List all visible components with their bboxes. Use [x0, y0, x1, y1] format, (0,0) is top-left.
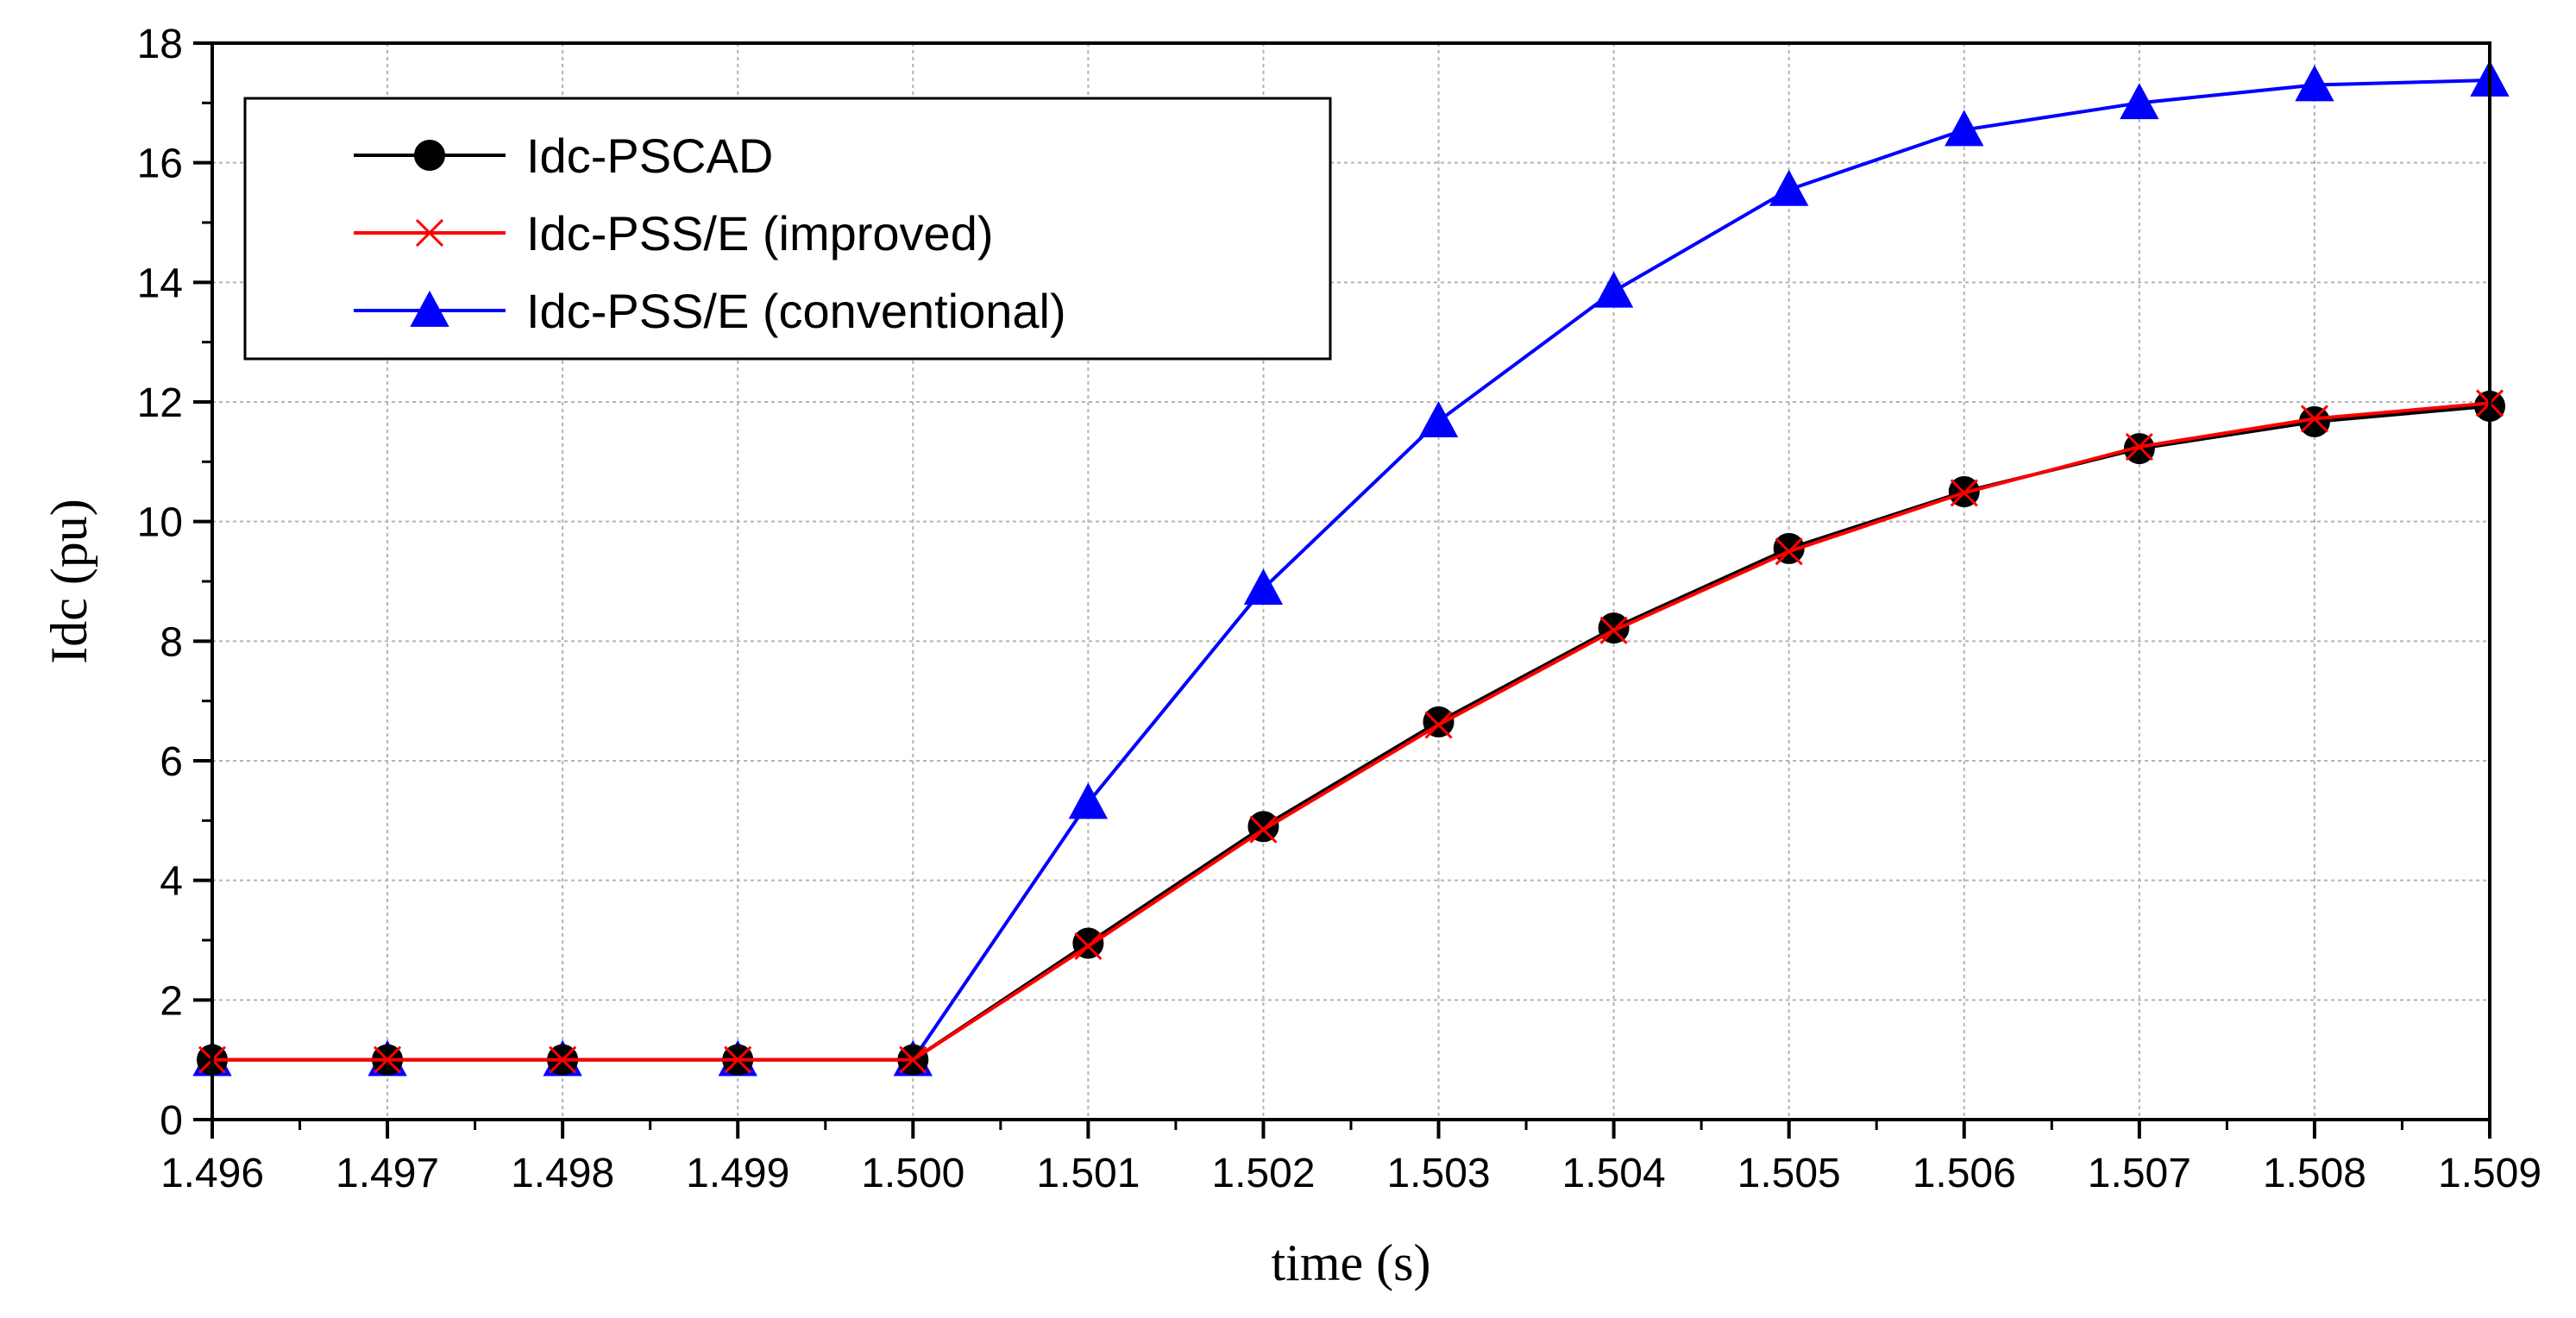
y-tick-label: 18 — [137, 22, 183, 67]
legend-label: Idc-PSS/E (conventional) — [526, 284, 1066, 338]
x-tick-label: 1.500 — [861, 1151, 964, 1196]
x-tick-label: 1.504 — [1562, 1151, 1666, 1196]
y-tick-label: 16 — [137, 141, 183, 187]
data-point-marker — [2120, 83, 2159, 120]
data-point-marker — [899, 1045, 927, 1074]
y-tick-label: 8 — [160, 619, 183, 665]
data-point-marker — [1418, 401, 1459, 438]
data-point-marker — [1769, 169, 1809, 206]
data-point-marker — [2125, 432, 2153, 461]
data-point-marker — [1593, 271, 1634, 308]
legend-marker — [410, 290, 449, 327]
x-tick-label: 1.506 — [1913, 1151, 2016, 1196]
y-tick-label: 0 — [160, 1098, 183, 1144]
data-point-marker — [2300, 405, 2328, 433]
data-point-marker — [1775, 537, 1803, 566]
data-point-marker — [1950, 479, 1978, 507]
data-point-marker — [1243, 568, 1284, 606]
legend-label: Idc-PSCAD — [526, 129, 773, 183]
x-tick-label: 1.508 — [2263, 1151, 2366, 1196]
x-tick-label: 1.502 — [1211, 1151, 1315, 1196]
legend-label: Idc-PSS/E (improved) — [526, 206, 994, 260]
series-line — [212, 401, 2491, 1062]
y-axis-title: Idc (pu) — [41, 499, 97, 664]
legend-entry: Idc-PSCAD — [354, 129, 773, 183]
data-point-marker — [1249, 815, 1278, 844]
x-tick-label: 1.507 — [2088, 1151, 2191, 1196]
axes: 1.496 1.497 1.498 1.499 1.500 1.501 1.502 1.503… — [137, 22, 2541, 1196]
series-layer — [192, 60, 2510, 1076]
data-point-marker — [1074, 932, 1103, 960]
x-tick-label: 1.498 — [511, 1151, 614, 1196]
data-point-marker — [2295, 65, 2334, 102]
y-tick-label: 6 — [160, 739, 183, 785]
data-point-marker — [1424, 711, 1453, 739]
y-tick-label: 2 — [160, 978, 183, 1024]
data-point-marker — [724, 1045, 752, 1074]
data-point-marker — [1598, 612, 1630, 644]
data-point-marker — [374, 1045, 402, 1074]
x-tick-label: 1.505 — [1737, 1151, 1841, 1196]
y-tick-label: 4 — [160, 859, 183, 905]
y-tick-label: 10 — [137, 500, 183, 546]
x-tick-label: 1.496 — [160, 1151, 264, 1196]
data-point-marker — [1068, 782, 1109, 819]
data-point-marker — [1945, 110, 1984, 147]
x-tick-label: 1.499 — [686, 1151, 789, 1196]
x-tick-label: 1.501 — [1036, 1151, 1140, 1196]
data-point-marker — [1599, 616, 1628, 644]
x-tick-label: 1.497 — [336, 1151, 439, 1196]
data-point-marker — [549, 1045, 577, 1074]
legend-marker — [415, 218, 444, 248]
legend-entry: Idc-PSS/E (conventional) — [354, 284, 1066, 338]
legend-marker — [414, 140, 445, 171]
x-tick-label: 1.509 — [2438, 1151, 2541, 1196]
x-axis-title: time (s) — [1272, 1234, 1431, 1291]
legend: Idc-PSCAD Idc-PSS/E (improved) Idc-PSS/E (… — [243, 97, 1332, 361]
x-tick-label: 1.503 — [1386, 1151, 1490, 1196]
legend-entry: Idc-PSS/E (improved) — [354, 206, 994, 260]
y-tick-label: 14 — [137, 260, 183, 306]
y-tick-label: 12 — [137, 380, 183, 426]
